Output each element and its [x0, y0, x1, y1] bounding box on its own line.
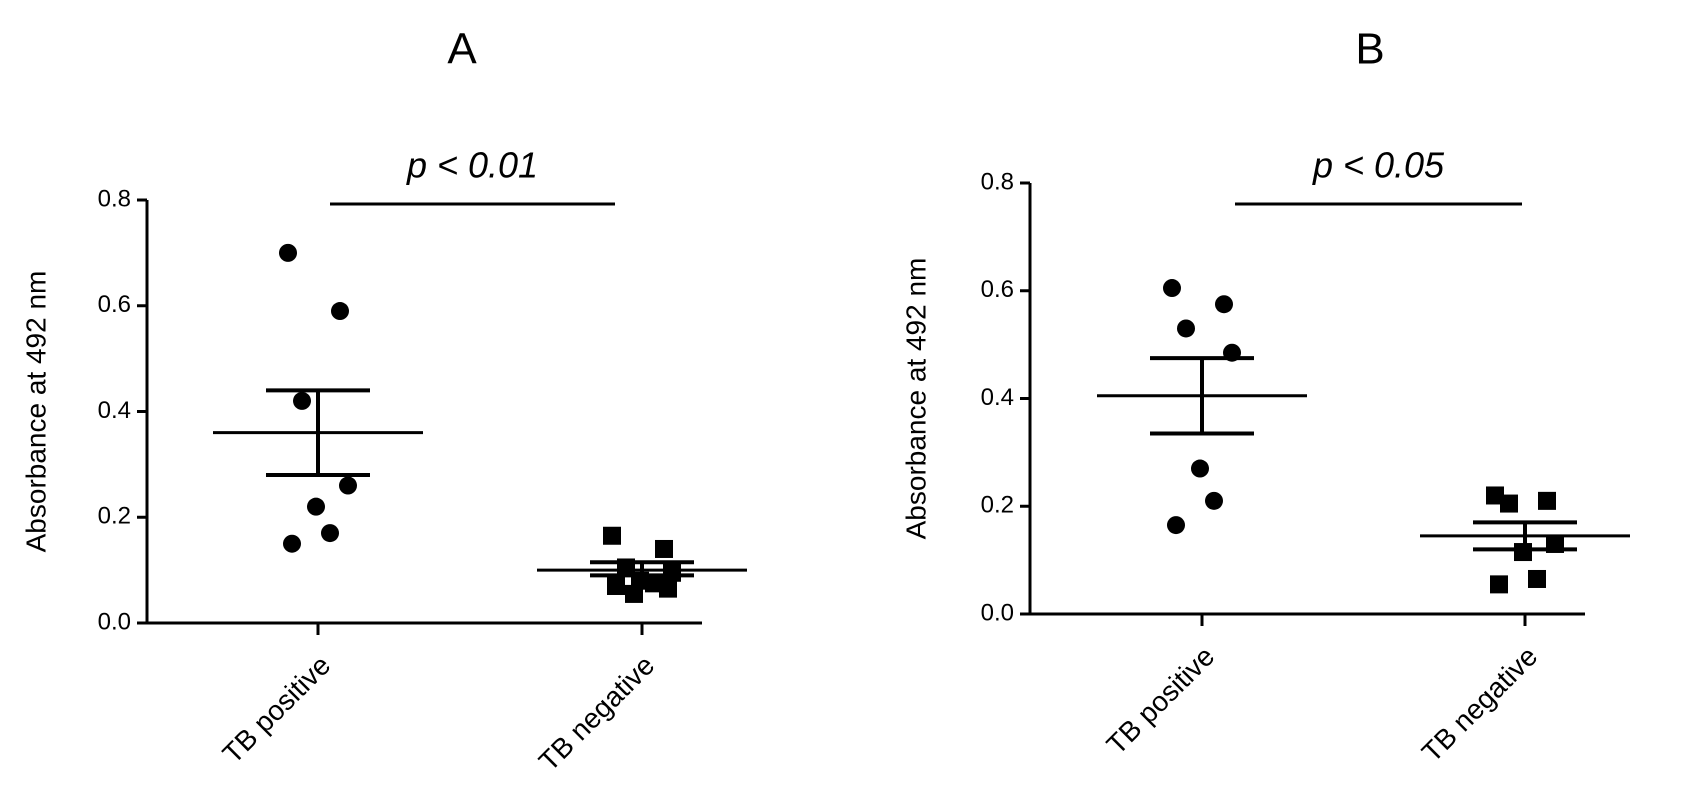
y-tick-label: 0.8 [98, 185, 131, 212]
data-point-square [607, 576, 625, 595]
y-tick-label: 0.2 [981, 492, 1014, 519]
data-point-square [603, 526, 621, 545]
y-tick-label: 0.6 [98, 291, 131, 318]
y-axis-label: Absorbance at 492 nm [20, 271, 51, 553]
data-point-square [645, 574, 663, 593]
y-tick-label: 0.4 [981, 384, 1014, 411]
significance-label: p < 0.05 [1312, 145, 1445, 186]
y-tick-label: 0.0 [98, 608, 131, 635]
y-tick-label: 0.4 [98, 397, 131, 424]
panel-letter: A [447, 25, 477, 74]
y-tick-label: 0.8 [981, 168, 1014, 195]
y-tick-label: 0.0 [981, 599, 1014, 626]
y-tick-label: 0.6 [981, 276, 1014, 303]
data-point-square [659, 579, 677, 598]
data-point-circle [307, 497, 325, 516]
data-point-circle [1191, 459, 1209, 478]
data-point-circle [1163, 279, 1181, 298]
data-point-square [625, 584, 643, 603]
data-point-square [655, 539, 673, 558]
chart-panel-a: A 0.0 0.2 0.4 0.6 0.8 Absorbance at 492 nm TB p… [20, 25, 747, 777]
x-category-label: TB positive [1101, 640, 1221, 760]
data-point-circle [1177, 319, 1195, 338]
data-point-circle [1205, 491, 1223, 510]
data-point-circle [331, 302, 349, 321]
y-axis-label: Absorbance at 492 nm [900, 258, 931, 540]
significance-label: p < 0.01 [406, 145, 538, 186]
data-point-square [1528, 569, 1546, 588]
x-category-label: TB negative [533, 649, 661, 777]
data-point-square [663, 563, 681, 582]
data-point-circle [283, 534, 301, 553]
x-category-label: TB positive [217, 649, 337, 769]
x-category-label: TB negative [1416, 640, 1544, 768]
data-point-circle [279, 243, 297, 262]
data-point-circle [339, 476, 357, 495]
data-point-square [1486, 486, 1504, 505]
chart-panel-b: B 0.0 0.2 0.4 0.6 0.8 Absorbance at 492 nm TB p… [900, 25, 1630, 768]
data-point-square [1490, 575, 1508, 594]
data-point-circle [1167, 516, 1185, 535]
data-point-square [1500, 494, 1518, 513]
data-point-circle [321, 524, 339, 543]
data-point-square [1538, 491, 1556, 510]
data-point-circle [1215, 295, 1233, 314]
y-tick-label: 0.2 [98, 503, 131, 530]
data-point-circle [293, 391, 311, 410]
panel-letter: B [1355, 25, 1384, 74]
